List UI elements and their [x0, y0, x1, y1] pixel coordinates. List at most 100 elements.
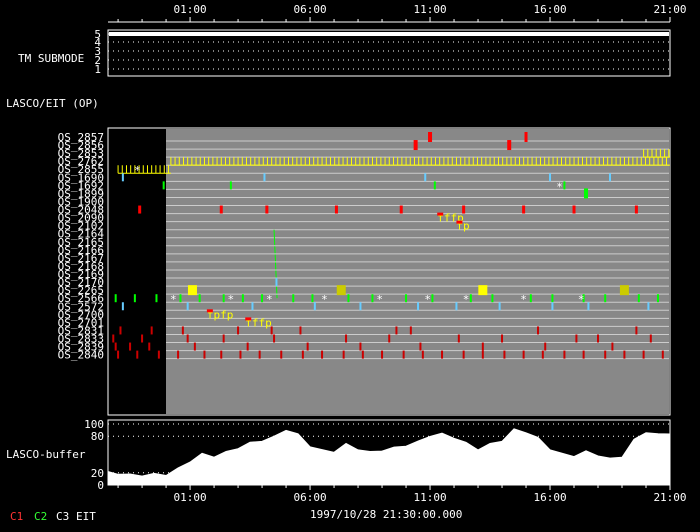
- event-bar: [399, 205, 403, 214]
- top-tick-label: 21:00: [653, 3, 686, 16]
- event-bar: [419, 342, 422, 351]
- event-bar: [582, 294, 585, 303]
- row-label: OS_2855: [58, 163, 104, 176]
- event-bar: [361, 350, 364, 359]
- event-long-bar: [273, 229, 278, 299]
- legend-item: C1: [10, 510, 23, 523]
- event-bar: [541, 350, 544, 359]
- timeline-panel-frame: [107, 127, 671, 416]
- event-bar: [582, 350, 585, 359]
- event-bar: [551, 294, 554, 303]
- event-bar: [642, 350, 645, 359]
- row-label: OS_2167: [58, 252, 104, 265]
- event-bar: [241, 294, 244, 303]
- event-bar: [522, 350, 525, 359]
- event-bar: [623, 350, 626, 359]
- buffer-tick-label: 100: [84, 418, 104, 431]
- bottom-tick-label: 16:00: [533, 491, 566, 504]
- row-label: OS_2102: [58, 220, 104, 233]
- event-bar: [413, 140, 418, 151]
- event-bar: [359, 302, 362, 311]
- event-bar: [121, 173, 124, 182]
- buffer-tick-label: 80: [91, 430, 104, 443]
- row-label: OS_1692: [58, 179, 104, 192]
- event-bar: [117, 350, 120, 359]
- bottom-tick-label: 06:00: [293, 491, 326, 504]
- buffer-tick-label: 0: [97, 479, 104, 492]
- event-bar: [136, 350, 139, 359]
- tm-submode-label: TM SUBMODE: [18, 52, 84, 65]
- event-bar: [524, 132, 528, 142]
- row-label: OS_2090: [58, 212, 104, 225]
- event-bar: [388, 334, 391, 343]
- event-bar: [179, 294, 182, 303]
- row-label: OS_2839: [58, 341, 104, 354]
- event-bar: [301, 350, 304, 359]
- event-bar: [549, 173, 552, 182]
- bottom-tick-label: 01:00: [174, 491, 207, 504]
- event-bar: [138, 205, 142, 214]
- event-bar: [198, 294, 201, 303]
- event-bar: [129, 342, 132, 351]
- event-bar: [417, 302, 420, 311]
- event-bar: [186, 302, 189, 311]
- event-bar: [381, 350, 384, 359]
- event-bar: [186, 334, 189, 343]
- timeline-active-area: [166, 129, 669, 414]
- event-bar: [409, 326, 412, 335]
- row-label: OS_2701: [58, 316, 104, 329]
- buffer-area: [107, 428, 671, 486]
- event-bar: [148, 342, 151, 351]
- row-label: OS_2762: [58, 155, 104, 168]
- event-label: fffp: [245, 316, 272, 329]
- event-bar: [239, 350, 242, 359]
- event-bar: [455, 302, 458, 311]
- event-bar: [424, 173, 427, 182]
- buffer-label: LASCO-buffer: [6, 448, 86, 461]
- event-bar: [649, 334, 652, 343]
- event-bar: [141, 334, 144, 343]
- event-star: *: [520, 293, 527, 306]
- row-label: OS_2572: [58, 300, 104, 313]
- tm-level-label: 5: [94, 28, 101, 41]
- event-bar: [114, 342, 117, 351]
- event-label-marker: [245, 317, 252, 321]
- event-bar: [402, 350, 405, 359]
- bottom-tick-label: 21:00: [653, 491, 686, 504]
- event-bar: [280, 350, 283, 359]
- event-star: *: [463, 293, 470, 306]
- event-bar: [584, 188, 589, 199]
- event-bar: [462, 205, 466, 214]
- event-bar: [359, 342, 362, 351]
- event-bar: [203, 350, 206, 359]
- event-bar: [345, 334, 348, 343]
- event-bar: [121, 302, 124, 311]
- event-bar: [251, 302, 254, 311]
- event-bar: [119, 326, 122, 335]
- event-bar: [306, 342, 309, 351]
- event-bar: [311, 294, 314, 303]
- timestamp: 1997/10/28 21:30:00.000: [310, 508, 462, 521]
- event-bar: [575, 334, 578, 343]
- event-bar: [421, 350, 424, 359]
- event-bar: [275, 278, 278, 287]
- lasco-eit-label: LASCO/EIT (OP): [6, 97, 99, 110]
- row-label: OS_2169: [58, 268, 104, 281]
- event-bar: [237, 326, 240, 335]
- top-tick-label: 01:00: [174, 3, 207, 16]
- event-bar: [270, 326, 273, 335]
- event-bar: [604, 294, 607, 303]
- event-label-marker: [437, 212, 444, 216]
- event-bar: [299, 326, 302, 335]
- event-bar: [347, 294, 350, 303]
- row-label: OS_1900: [58, 195, 104, 208]
- event-bar: [246, 342, 249, 351]
- event-bar: [181, 326, 184, 335]
- event-bar: [657, 294, 660, 303]
- event-bar: [611, 342, 614, 351]
- event-bar: [258, 350, 261, 359]
- event-bar: [150, 326, 153, 335]
- event-bar: [604, 350, 607, 359]
- tm-submode-panel: [107, 29, 671, 77]
